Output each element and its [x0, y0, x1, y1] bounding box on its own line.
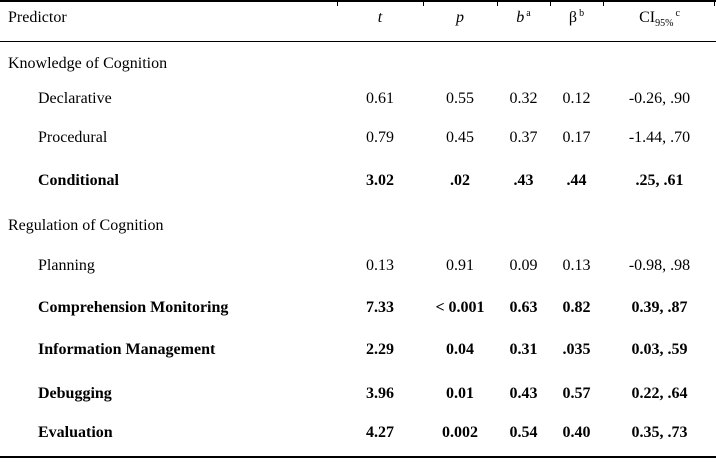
- p-value: 0.91: [446, 257, 474, 274]
- p-value: 0.01: [446, 385, 474, 402]
- table-row: Planning 0.13 0.91 0.09 0.13 -0.98, .98: [0, 256, 716, 278]
- t-value: 3.02: [366, 172, 394, 189]
- ci-value: 0.39, .87: [631, 299, 688, 316]
- predictor-header-label: Predictor: [8, 9, 67, 26]
- column-boundary-tick: [497, 0, 498, 6]
- b-value: 0.63: [509, 299, 538, 316]
- p-header-label: p: [456, 9, 464, 26]
- b-header-footnote-marker: a: [526, 7, 531, 19]
- ci-value: 0.03, .59: [631, 341, 688, 358]
- beta-value: 0.40: [562, 424, 591, 441]
- ci-value: .25, .61: [635, 172, 684, 189]
- beta-value: 0.57: [562, 385, 591, 402]
- p-value: 0.45: [446, 129, 474, 146]
- beta-header-label: β: [568, 9, 578, 26]
- section-label: Regulation of Cognition: [8, 217, 164, 234]
- predictor-cell: Comprehension Monitoring: [38, 299, 229, 316]
- column-boundary-tick: [714, 0, 715, 6]
- section-row: Knowledge of Cognition: [0, 54, 716, 76]
- column-boundary-tick: [550, 0, 551, 6]
- ci-header-label: CI: [639, 9, 656, 26]
- column-boundary-tick: [603, 0, 604, 6]
- predictor-cell: Information Management: [38, 341, 216, 358]
- table-row: Procedural 0.79 0.45 0.37 0.17 -1.44, .70: [0, 128, 716, 150]
- column-header-predictor: Predictor: [8, 8, 67, 28]
- predictor-cell: Declarative: [38, 90, 112, 107]
- ci-value: -0.26, .90: [628, 90, 691, 107]
- column-boundary-tick: [423, 0, 424, 6]
- t-value: 0.79: [366, 129, 394, 146]
- b-value: 0.37: [509, 129, 538, 146]
- ci-value: 0.35, .73: [631, 424, 688, 441]
- table-row: Comprehension Monitoring 7.33 < 0.001 0.63 0…: [0, 298, 716, 320]
- t-value: 2.29: [366, 341, 394, 358]
- beta-value: 0.82: [562, 299, 591, 316]
- b-value: 0.09: [509, 257, 538, 274]
- p-value: 0.55: [446, 90, 474, 107]
- column-header-t: t: [337, 8, 423, 28]
- table-row: Evaluation 4.27 0.002 0.54 0.40 0.35, .73: [0, 423, 716, 445]
- t-value: 3.96: [366, 385, 394, 402]
- section-row: Regulation of Cognition: [0, 216, 716, 238]
- p-value: 0.002: [442, 424, 478, 441]
- t-header-label: t: [377, 9, 383, 26]
- b-value: 0.32: [509, 90, 538, 107]
- b-value: 0.43: [509, 385, 538, 402]
- predictor-cell: Procedural: [38, 129, 108, 146]
- table-top-rule: [0, 0, 716, 2]
- header-separator-rule: [0, 41, 716, 42]
- column-boundary-tick: [337, 0, 338, 6]
- p-value: .02: [450, 172, 470, 189]
- ci-header-footnote-marker: c: [675, 7, 680, 19]
- ci-value: -1.44, .70: [628, 129, 691, 146]
- t-value: 7.33: [366, 299, 394, 316]
- t-value: 0.13: [366, 257, 394, 274]
- beta-value: .44: [566, 172, 587, 189]
- table-row: Declarative 0.61 0.55 0.32 0.12 -0.26, .90: [0, 89, 716, 111]
- column-header-ci: CI95%c: [603, 7, 716, 30]
- p-value: 0.04: [446, 341, 474, 358]
- beta-value: .035: [562, 341, 591, 358]
- t-value: 4.27: [366, 424, 394, 441]
- b-header-label: b: [516, 9, 525, 26]
- section-label: Knowledge of Cognition: [8, 55, 168, 72]
- b-value: 0.54: [509, 424, 538, 441]
- table-row: Information Management 2.29 0.04 0.31 .035 0.…: [0, 340, 716, 362]
- predictor-cell: Evaluation: [38, 424, 113, 441]
- column-header-p: p: [423, 8, 497, 28]
- ci-value: -0.98, .98: [628, 257, 691, 274]
- b-value: 0.31: [509, 341, 538, 358]
- ci-value: 0.22, .64: [631, 385, 688, 402]
- predictor-cell: Debugging: [38, 385, 112, 402]
- table-bottom-rule: [0, 456, 716, 458]
- p-value: < 0.001: [435, 299, 485, 316]
- table-row: Debugging 3.96 0.01 0.43 0.57 0.22, .64: [0, 384, 716, 406]
- predictor-cell: Conditional: [38, 172, 119, 189]
- beta-value: 0.13: [562, 257, 591, 274]
- predictor-cell: Planning: [38, 257, 95, 274]
- b-value: .43: [513, 172, 534, 189]
- beta-value: 0.12: [562, 90, 591, 107]
- beta-header-footnote-marker: b: [579, 7, 585, 19]
- beta-value: 0.17: [562, 129, 591, 146]
- ci-header-subscript: 95%: [655, 18, 674, 30]
- table-row: Conditional 3.02 .02 .43 .44 .25, .61: [0, 171, 716, 193]
- t-value: 0.61: [366, 90, 394, 107]
